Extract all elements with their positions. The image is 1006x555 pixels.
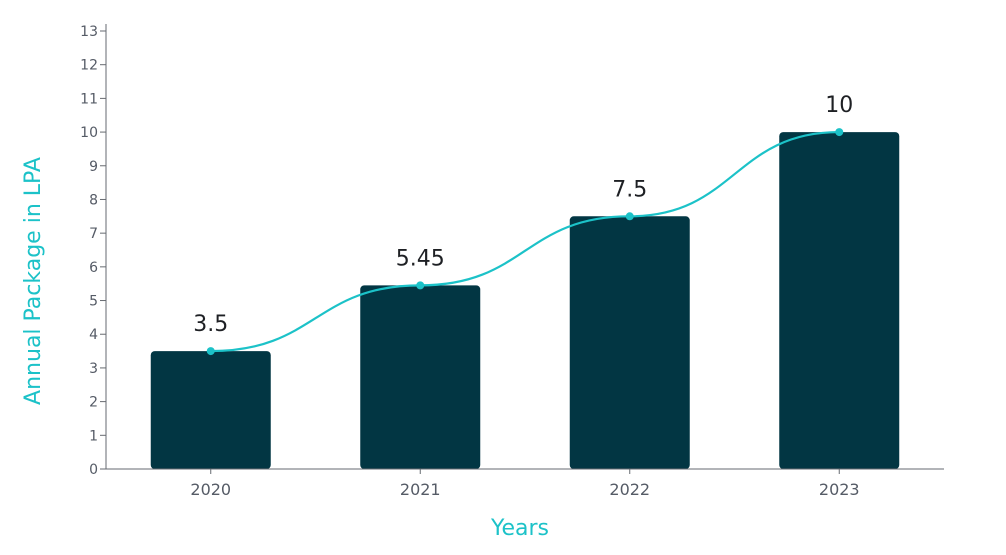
x-tick-label: 2022 [609,480,650,499]
bar [779,132,900,470]
x-axis-title: Years [490,516,549,541]
y-tick-label: 11 [80,91,98,107]
trend-point [625,212,634,221]
data-label: 3.5 [193,312,228,337]
y-tick-label: 7 [89,226,98,242]
data-labels: 3.5 5.45 7.5 10 [193,93,853,337]
x-tick-label: 2021 [400,480,441,499]
y-tick-label: 13 [80,24,98,40]
data-label: 10 [825,93,853,118]
trend-point [206,347,215,356]
trend-point [416,281,425,290]
y-tick-label: 1 [89,428,98,444]
y-tick-label: 8 [89,192,98,208]
y-tick-label: 0 [89,462,98,478]
y-tick-label: 5 [89,294,98,310]
y-tick-label: 10 [80,125,98,141]
y-tick-label: 9 [89,159,98,175]
x-tick-label: 2023 [819,480,860,499]
y-axis-title: Annual Package in LPA [21,157,46,405]
trend-line [210,130,840,353]
bar [569,216,690,469]
y-tick-label: 2 [89,395,98,411]
x-tick-label: 2020 [190,480,231,499]
y-tick-label: 4 [89,327,98,343]
y-tick-label: 6 [89,260,98,276]
data-label: 7.5 [612,177,647,202]
trend-point [835,128,844,137]
bars [150,132,900,470]
trend-points [206,128,844,356]
y-tick-label: 3 [89,361,98,377]
y-tick-label: 12 [80,58,98,74]
bar [150,351,271,469]
data-label: 5.45 [396,246,445,271]
bar [360,285,481,469]
x-axis-categories: 2020 2021 2022 2023 [190,469,860,499]
